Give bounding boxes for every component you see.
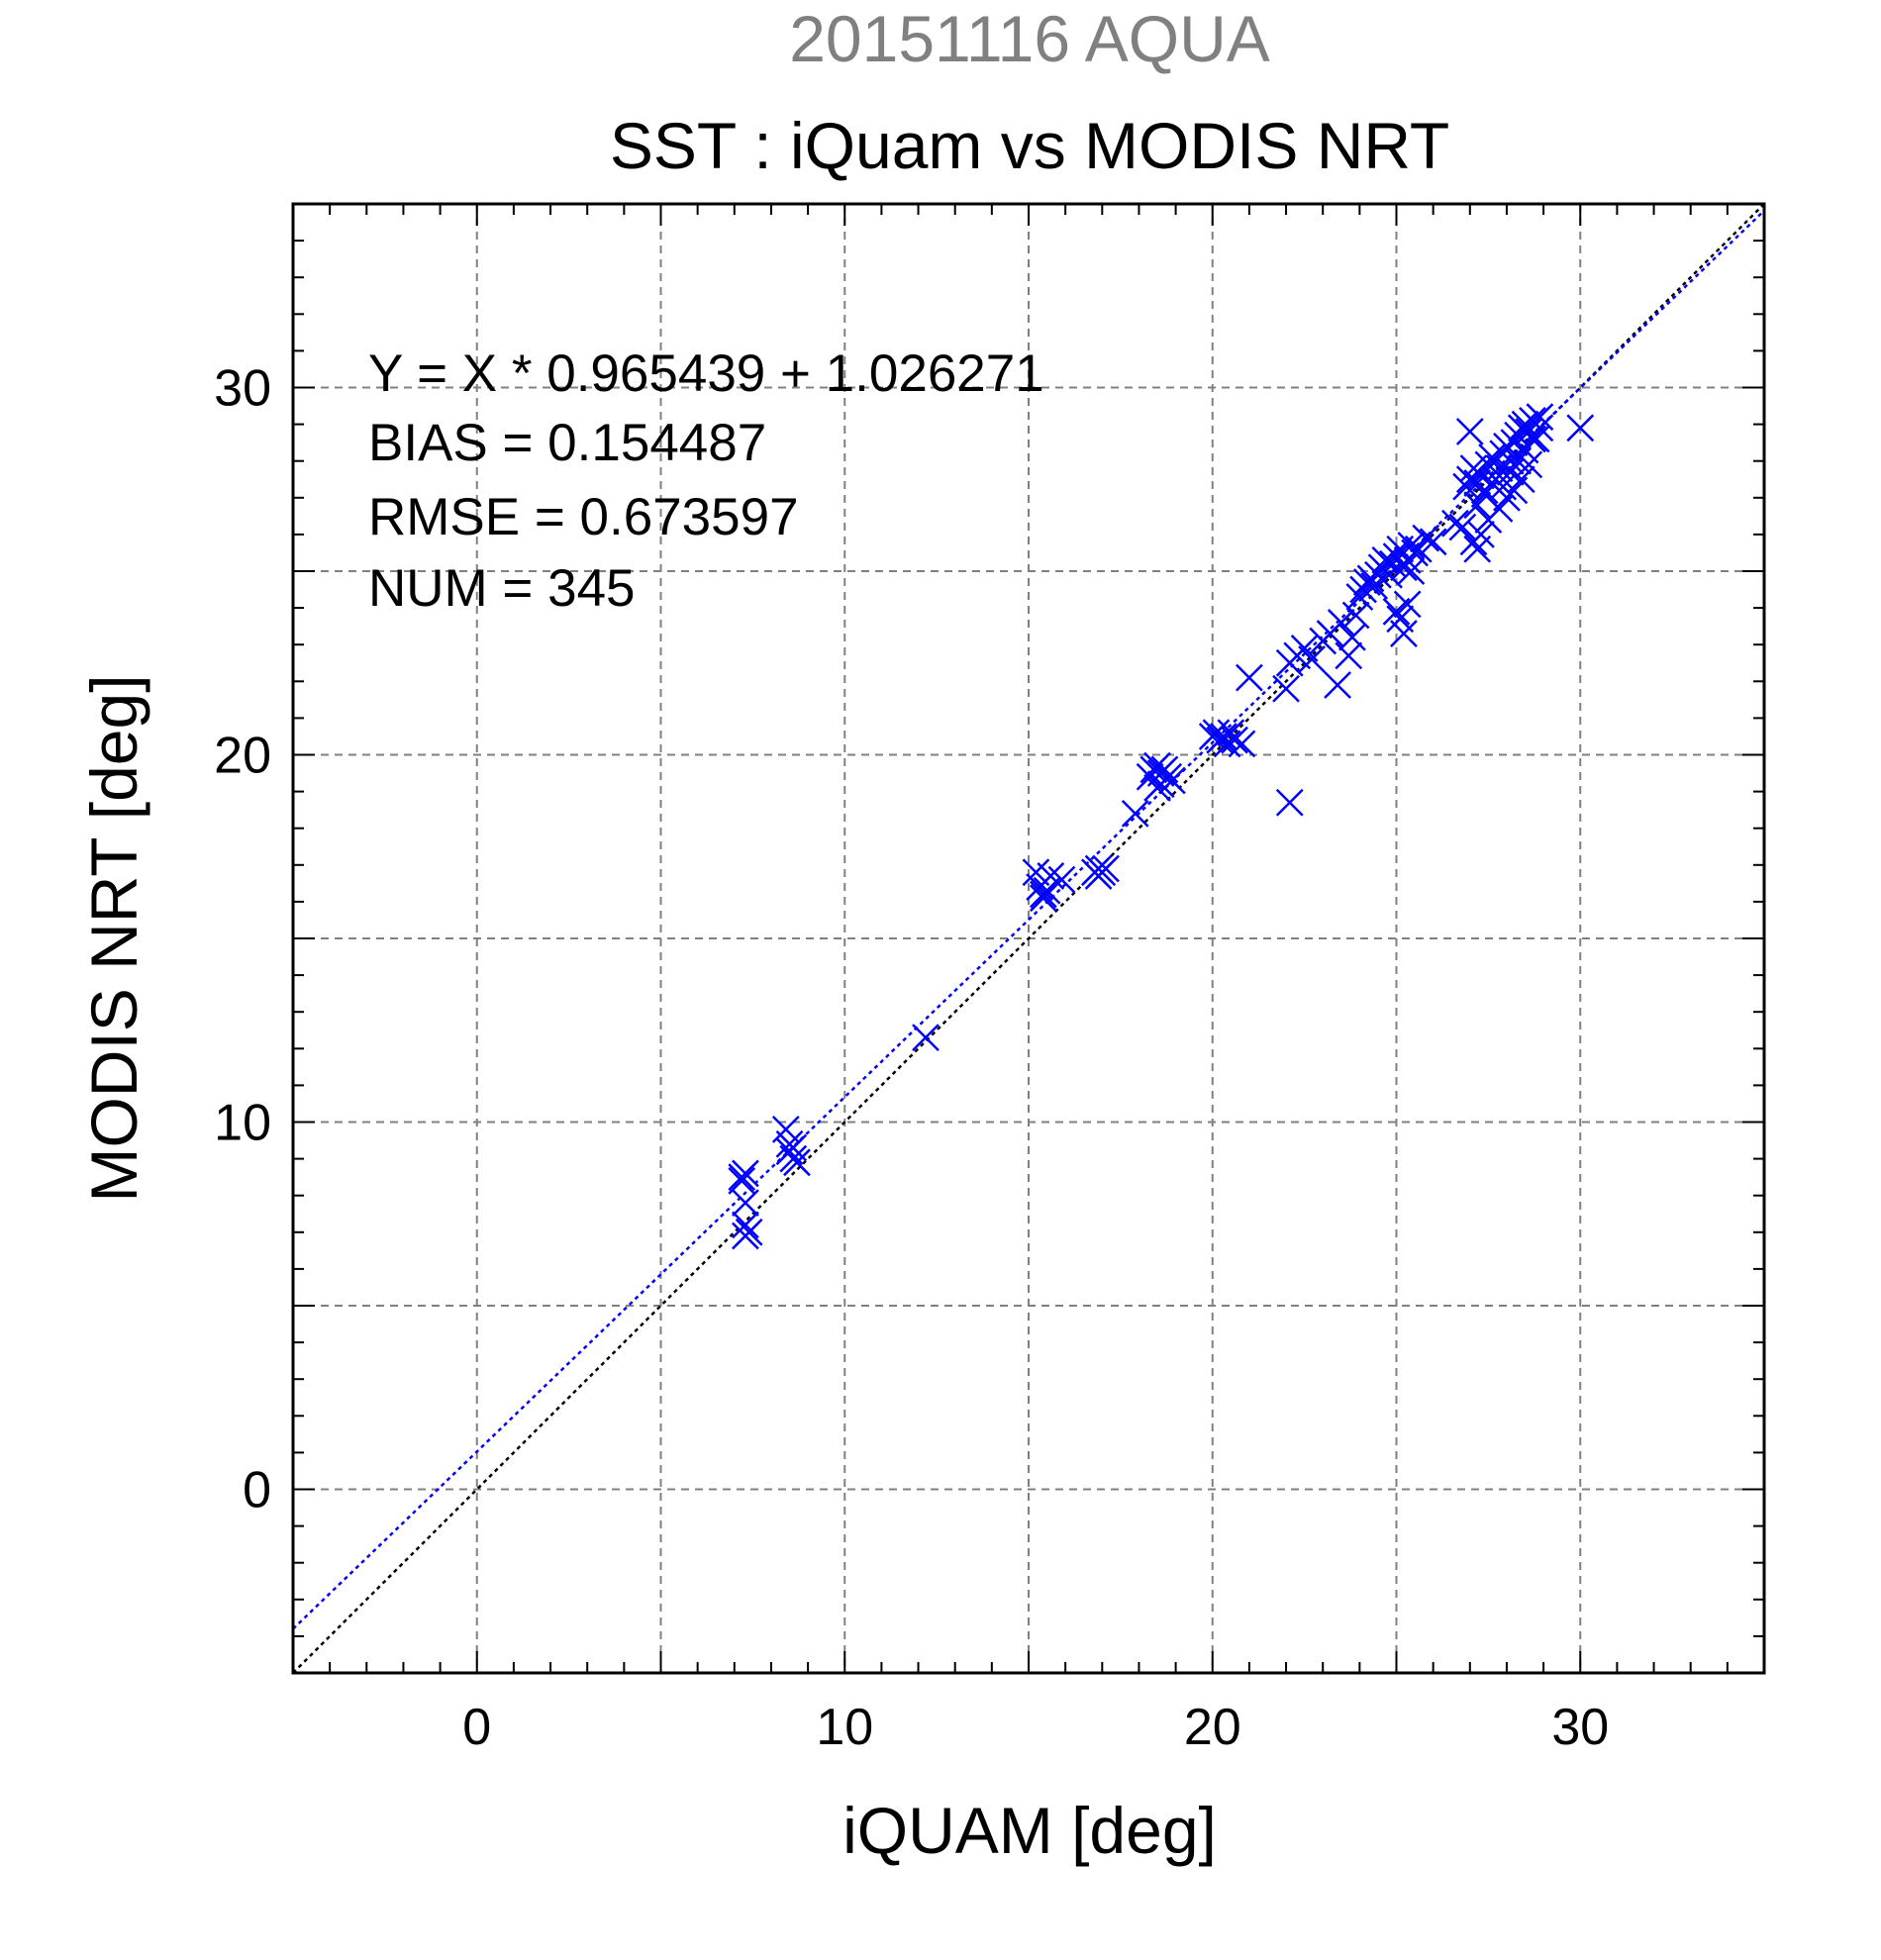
data-point: [1467, 521, 1495, 548]
y-tick-label: 0: [243, 1462, 271, 1519]
data-point: [1566, 414, 1595, 442]
annotation-num: NUM = 345: [368, 559, 636, 618]
data-point: [1047, 865, 1076, 894]
data-point: [1393, 590, 1422, 619]
data-point: [1390, 620, 1418, 647]
annotation-fit-equation: Y = X * 0.965439 + 1.026271: [368, 344, 1044, 403]
axis-ticks: 0 10 20 30 0 10 20 30: [214, 203, 1765, 1756]
data-point: [1146, 770, 1175, 799]
data-point: [1519, 425, 1546, 453]
chart-title: 20151116 AQUA: [789, 2, 1270, 75]
annotation-bias: BIAS = 0.154487: [368, 414, 766, 472]
data-point: [1084, 862, 1113, 890]
data-point: [1341, 601, 1370, 630]
data-point: [1397, 557, 1426, 585]
data-point: [1158, 766, 1186, 795]
data-point: [1526, 403, 1554, 432]
data-point: [912, 1024, 940, 1052]
data-point: [1236, 663, 1263, 692]
data-point: [732, 1159, 759, 1188]
data-point: [1345, 583, 1374, 611]
data-point: [1213, 730, 1241, 758]
data-point: [732, 1222, 759, 1250]
data-point: [1327, 609, 1355, 637]
y-axis-label: MODIS NRT [deg]: [77, 674, 150, 1202]
data-point: [1478, 469, 1506, 497]
data-point: [1412, 524, 1440, 552]
data-points: [728, 403, 1595, 1250]
data-point: [1228, 730, 1256, 758]
reference-line: [292, 203, 1765, 1674]
data-point: [1221, 726, 1248, 754]
data-point: [1455, 418, 1484, 445]
y-tick-label: 10: [214, 1095, 271, 1152]
data-point: [732, 1211, 759, 1239]
data-point: [1272, 674, 1300, 703]
x-tick-label: 0: [462, 1699, 491, 1756]
data-point: [779, 1133, 808, 1162]
x-tick-label: 30: [1551, 1699, 1609, 1756]
data-point: [1324, 671, 1351, 699]
data-point: [1397, 532, 1426, 559]
stats-annotations: Y = X * 0.965439 + 1.026271 BIAS = 0.154…: [368, 344, 1044, 618]
chart-subtitle: SST : iQuam vs MODIS NRT: [610, 109, 1449, 182]
data-point: [1335, 641, 1363, 670]
y-tick-label: 30: [214, 360, 271, 418]
data-point: [1448, 513, 1477, 541]
data-point: [732, 1189, 759, 1218]
data-point: [1121, 799, 1149, 828]
data-point: [1298, 645, 1326, 673]
data-point: [1419, 528, 1447, 556]
data-point: [1452, 472, 1480, 501]
data-point: [1390, 553, 1418, 582]
y-tick-label: 20: [214, 728, 271, 785]
data-point: [1489, 472, 1518, 501]
data-point: [1496, 446, 1525, 475]
annotation-rmse: RMSE = 0.673597: [368, 488, 799, 546]
x-tick-label: 20: [1184, 1699, 1241, 1756]
data-point: [1210, 723, 1238, 750]
data-point: [1037, 862, 1065, 890]
x-axis-label: iQUAM [deg]: [842, 1794, 1217, 1867]
data-point: [1275, 788, 1304, 817]
x-tick-label: 10: [816, 1699, 873, 1756]
data-point: [1360, 571, 1389, 600]
